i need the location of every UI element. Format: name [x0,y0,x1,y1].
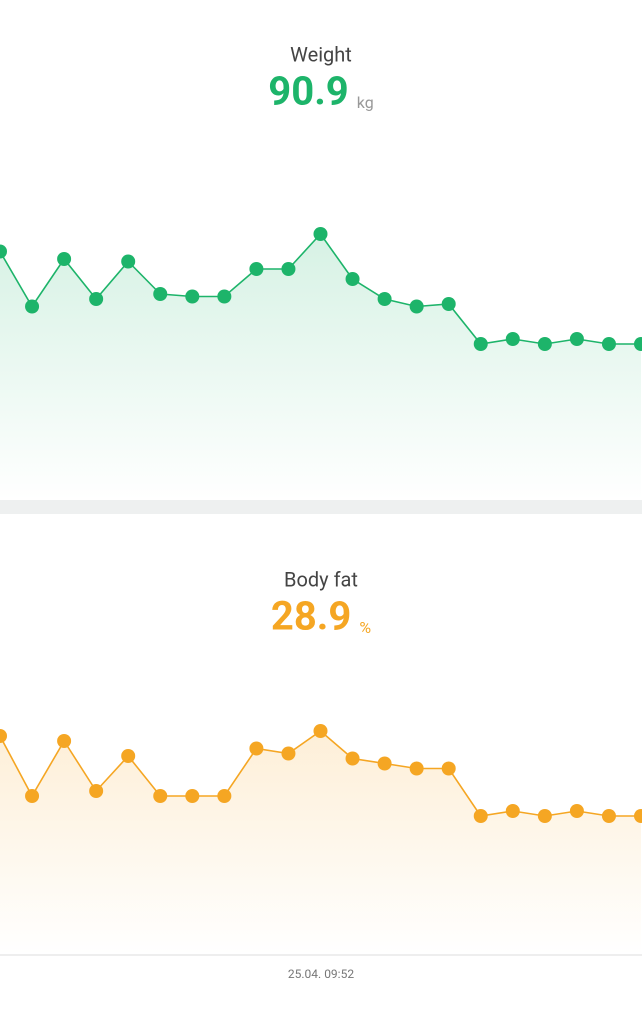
timestamp: 25.04. 09:52 [288,967,354,981]
point [473,809,488,823]
point [217,789,232,803]
point [345,751,360,766]
point [601,809,616,823]
current-value: 28.9 [271,593,351,640]
point [377,756,392,771]
point [441,297,456,311]
panel-title: Body fat [284,567,358,591]
point [441,761,456,776]
point [313,724,328,738]
separator [0,500,642,514]
point [153,287,168,301]
area-fill [0,731,641,955]
point [57,734,72,748]
point [634,809,642,823]
point [634,337,642,351]
point [409,299,424,314]
point [569,804,584,818]
point [601,337,616,351]
point [473,337,488,351]
area-fill [0,234,641,500]
unit: % [359,618,371,637]
unit: kg [357,93,374,112]
point [249,741,264,756]
point [0,729,7,743]
point [25,789,40,803]
point [249,262,264,276]
point [505,332,520,346]
panel-title: Weight [290,42,352,66]
point [537,337,552,351]
point [409,761,424,776]
point [345,272,360,286]
point [281,746,296,761]
current-value: 90.9 [268,68,348,115]
point [537,809,552,823]
point [121,254,136,269]
point [89,784,104,798]
point [0,244,7,259]
point [569,332,584,346]
point [25,299,40,314]
point [121,749,136,763]
point [185,289,200,304]
point [185,789,200,803]
point [281,262,296,276]
point [217,289,232,304]
point [505,804,520,818]
point [377,292,392,306]
point [57,252,72,266]
point [89,292,104,306]
point [313,227,328,241]
point [153,789,168,803]
